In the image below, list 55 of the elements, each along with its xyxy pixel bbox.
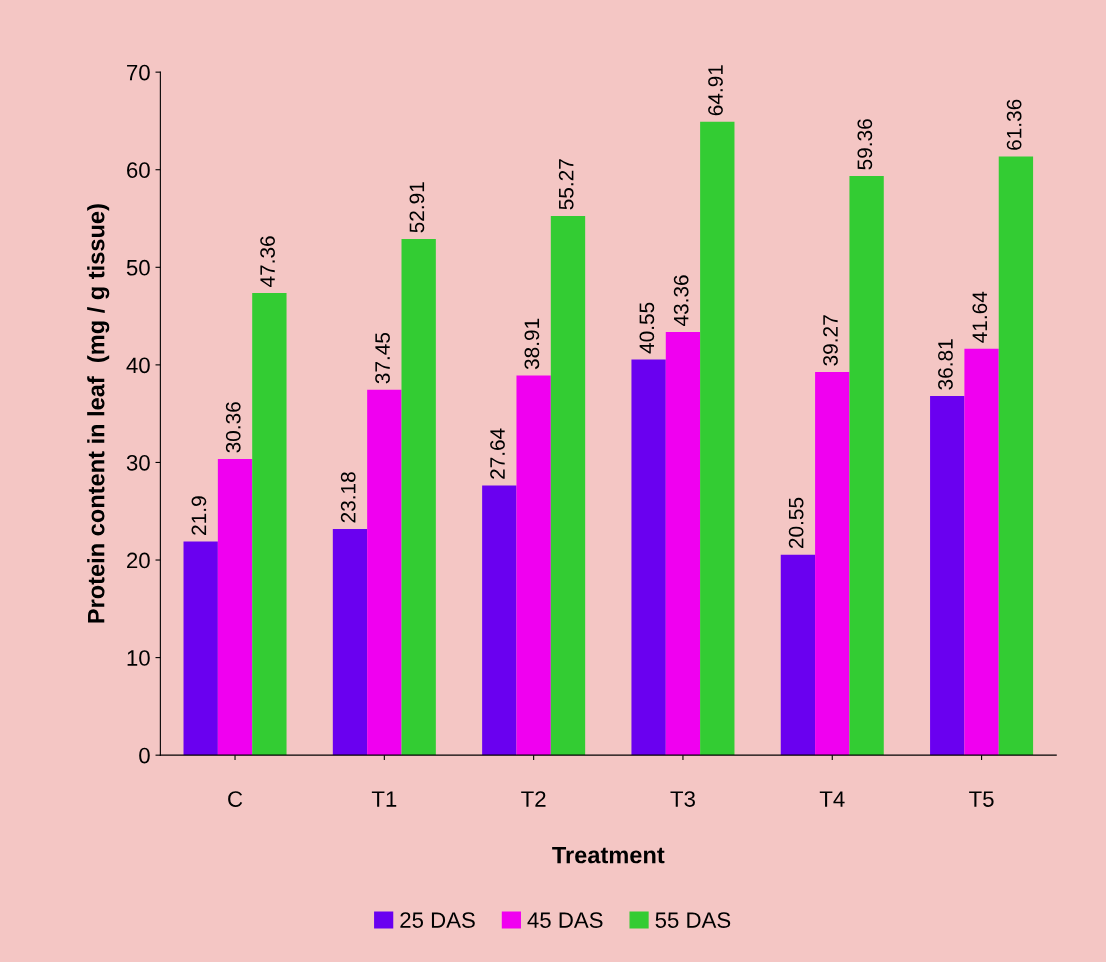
- data-label: 37.45: [375, 332, 390, 384]
- data-label: 40.55: [639, 302, 655, 354]
- x-tick-label: T1: [371, 791, 397, 807]
- data-label: 61.36: [1006, 99, 1022, 150]
- bar: [700, 121, 735, 756]
- x-tick-label: T2: [521, 791, 546, 807]
- data-label: 43.36: [673, 275, 689, 327]
- bar: [550, 215, 586, 756]
- y-axis-title: Protein content in leaf (mg / g tissue): [87, 204, 110, 623]
- data-label: 21.9: [191, 496, 207, 535]
- bar: [998, 156, 1034, 756]
- x-tick-label: T3: [670, 791, 695, 807]
- y-tick-label: 20: [127, 552, 150, 569]
- data-label: 52.91: [409, 182, 425, 233]
- data-label: 30.36: [225, 402, 241, 453]
- y-tick-label: 50: [126, 259, 150, 276]
- y-tick-label: 10: [127, 650, 150, 666]
- data-label: 39.27: [823, 315, 838, 366]
- legend-label: 55 DAS: [655, 912, 731, 928]
- bar: [367, 389, 402, 756]
- x-tick-label: T4: [819, 791, 845, 807]
- bar: [930, 396, 965, 756]
- bar: [252, 293, 287, 756]
- data-label: 47.36: [260, 236, 275, 288]
- bar: [631, 359, 666, 756]
- bar: [964, 348, 999, 756]
- legend-label: 25 DAS: [400, 912, 475, 928]
- x-tick-label: C: [228, 791, 243, 807]
- data-label: 27.64: [490, 428, 505, 479]
- y-tick-label: 40: [126, 357, 150, 374]
- bar: [780, 554, 816, 756]
- y-tick-label: 30: [126, 454, 150, 471]
- data-label: 64.91: [708, 65, 723, 116]
- bar: [332, 528, 368, 756]
- data-label: 41.64: [972, 291, 988, 343]
- legend-label: 45 DAS: [527, 912, 603, 928]
- data-label: 59.36: [857, 119, 873, 170]
- data-label: 55.27: [558, 159, 574, 210]
- data-label: 38.91: [524, 318, 540, 370]
- x-axis-title: Treatment: [552, 846, 665, 864]
- bar: [516, 375, 551, 756]
- x-tick-label: T5: [969, 791, 994, 807]
- bar: [482, 485, 517, 756]
- data-label: 20.55: [788, 497, 804, 549]
- bar: [401, 238, 436, 756]
- bar: [849, 175, 884, 756]
- y-tick-label: 0: [139, 747, 150, 764]
- bar: [183, 541, 218, 756]
- bar: [217, 458, 253, 756]
- bar: [815, 372, 850, 756]
- data-label: 23.18: [340, 472, 356, 523]
- data-label: 36.81: [938, 339, 953, 390]
- y-tick-label: 70: [127, 64, 150, 81]
- y-tick-label: 60: [127, 162, 150, 178]
- bar: [665, 332, 701, 756]
